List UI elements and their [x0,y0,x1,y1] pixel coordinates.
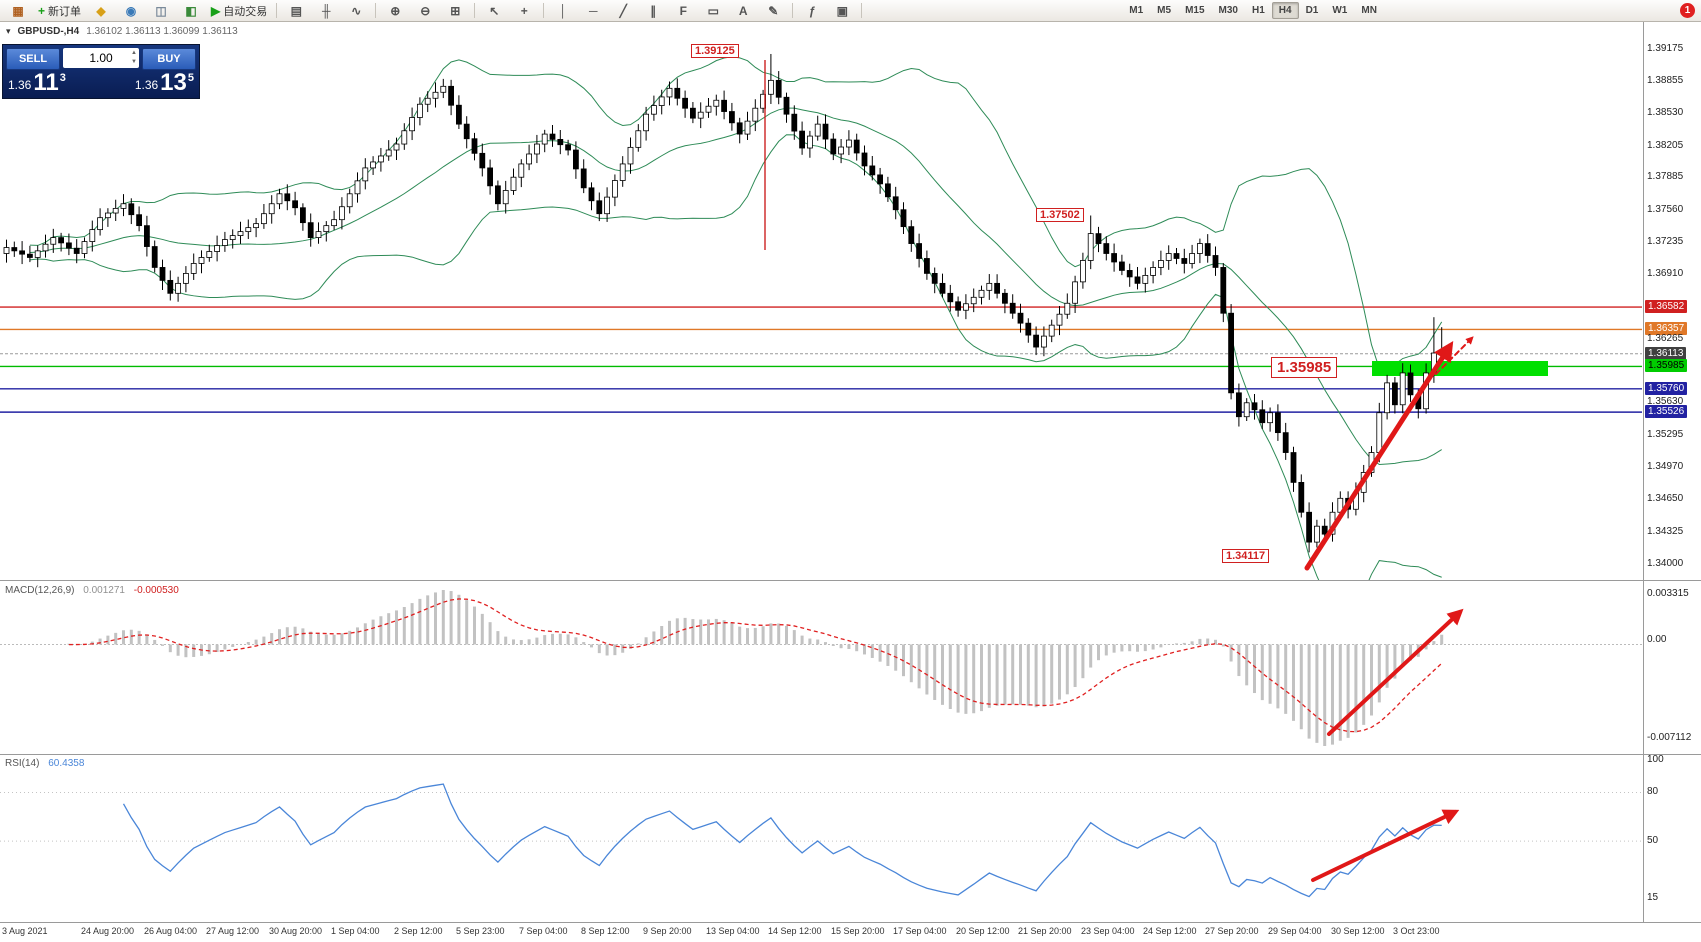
timeframe-m15[interactable]: M15 [1185,5,1205,16]
bollinger-middle-band [29,107,1442,465]
fibonacci-icon[interactable]: F [679,3,687,18]
rsi-line [122,783,1442,898]
toolbar-separator [792,3,794,18]
text-icon[interactable]: A [738,3,748,18]
timeframe-mn[interactable]: MN [1361,5,1377,16]
vertical-line-icon[interactable]: │ [559,3,568,18]
macd-layer [0,590,1642,746]
trend-arrow-rsi [1311,809,1460,882]
support-zone-highlight [1372,361,1548,376]
ohlc-bars-icon[interactable]: ▤ [290,3,302,18]
rsi-indicator-label: RSI(14) 60.4358 [5,758,84,769]
trend-arrows [1304,336,1474,882]
macd-main-value: 0.001271 [83,585,125,596]
timeframe-d1[interactable]: D1 [1305,5,1319,16]
buy-price: 1.36 13 5 [135,71,194,95]
shapes-icon[interactable]: ▭ [707,3,719,18]
volume-input[interactable] [63,50,139,66]
timeframe-m5[interactable]: M5 [1157,5,1172,16]
sell-price: 1.36 11 3 [8,71,66,95]
symbol-title: GBPUSD-,H4 [17,26,80,37]
sell-price-big: 11 [33,69,59,96]
trend-arrow-main [1435,336,1474,375]
volume-spinner[interactable]: ▲ ▼ [131,50,137,65]
timeframe-w1[interactable]: W1 [1332,5,1348,16]
oct-collapse-icon[interactable]: ▾ [6,26,11,36]
zoom-in-icon[interactable]: ⊕ [390,3,401,18]
toolbar-separator [375,3,377,18]
bollinger-lower-band [29,134,1442,580]
main-toolbar: ▦ + 新订单 ◆ ◉ ◫ ◧ ▶ 自动交易 ▤ ╫ ∿ ⊕ ⊖ ⊞ ↖ + │ ─ ╱ ∥ F ▭ A ✎ ƒ ▣ M1 M5 M15 M… [0,0,1701,22]
buy-price-prefix: 1.36 [134,78,159,92]
main-chart-layer [0,53,1642,580]
sell-button[interactable]: SELL [6,48,60,70]
timeframe-h4[interactable]: H4 [1271,2,1299,19]
rsi-value: 60.4358 [48,758,85,769]
sell-price-sup: 3 [59,72,66,84]
zoom-out-icon[interactable]: ⊖ [420,3,431,18]
volume-box: ▲▼ [63,48,139,68]
ohlc-values: 1.36102 1.36113 1.36099 1.36113 [86,26,238,37]
macd-indicator-label: MACD(12,26,9) 0.001271 -0.000530 [5,585,179,596]
candles [3,53,1445,553]
new-order-button[interactable]: + 新订单 [38,3,82,18]
rsi-layer [0,783,1642,898]
trend-arrow-main [1304,340,1454,571]
toolbar-separator [543,3,545,18]
toolbar-separator [474,3,476,18]
timeframe-m30[interactable]: M30 [1218,5,1238,16]
toolbar-separator [861,3,863,18]
crosshair-icon[interactable]: + [520,3,528,18]
navigator-icon[interactable]: ◧ [185,3,197,18]
line-chart-icon[interactable]: ∿ [351,3,362,18]
timeframe-buttons: M1 M5 M15 M30 H1 H4 D1 W1 MN [1122,2,1384,19]
notification-badge[interactable]: 1 [1680,3,1695,18]
horizontal-line-icon[interactable]: ─ [588,3,598,18]
buy-price-big: 13 [160,69,187,96]
arrows-icon[interactable]: ✎ [768,3,779,18]
toolbar-separator [276,3,278,18]
tile-windows-icon[interactable]: ⊞ [450,3,461,18]
favorites-icon[interactable]: ◆ [96,3,106,18]
trend-arrow-macd [1327,608,1464,736]
sell-price-prefix: 1.36 [8,78,32,92]
templates-icon[interactable]: ▣ [836,3,848,18]
buy-button[interactable]: BUY [142,48,196,70]
candlestick-icon[interactable]: ╫ [321,3,331,18]
macd-signal-line [68,598,1443,733]
indicators-icon[interactable]: ƒ [808,3,816,18]
market-watch-icon[interactable]: ◉ [125,3,137,18]
macd-label: MACD(12,26,9) [5,585,75,596]
trendline-icon[interactable]: ╱ [619,3,627,18]
channel-icon[interactable]: ∥ [650,3,657,18]
timeframe-h1[interactable]: H1 [1251,5,1265,16]
symbol-header: ▾ GBPUSD-,H4 1.36102 1.36113 1.36099 1.3… [6,26,238,37]
rsi-label: RSI(14) [5,758,40,769]
cursor-icon[interactable]: ↖ [489,3,500,18]
data-window-icon[interactable]: ◫ [155,3,167,18]
one-click-trading-panel: SELL ▲▼ BUY 1.36 11 3 1.36 13 5 [2,44,200,99]
macd-signal-value: -0.000530 [133,585,179,596]
autotrade-button[interactable]: ▶ 自动交易 [211,3,268,18]
buy-price-sup: 5 [187,72,194,84]
timeframe-m1[interactable]: M1 [1129,5,1144,16]
chart-window-icon[interactable]: ▦ [12,3,24,18]
